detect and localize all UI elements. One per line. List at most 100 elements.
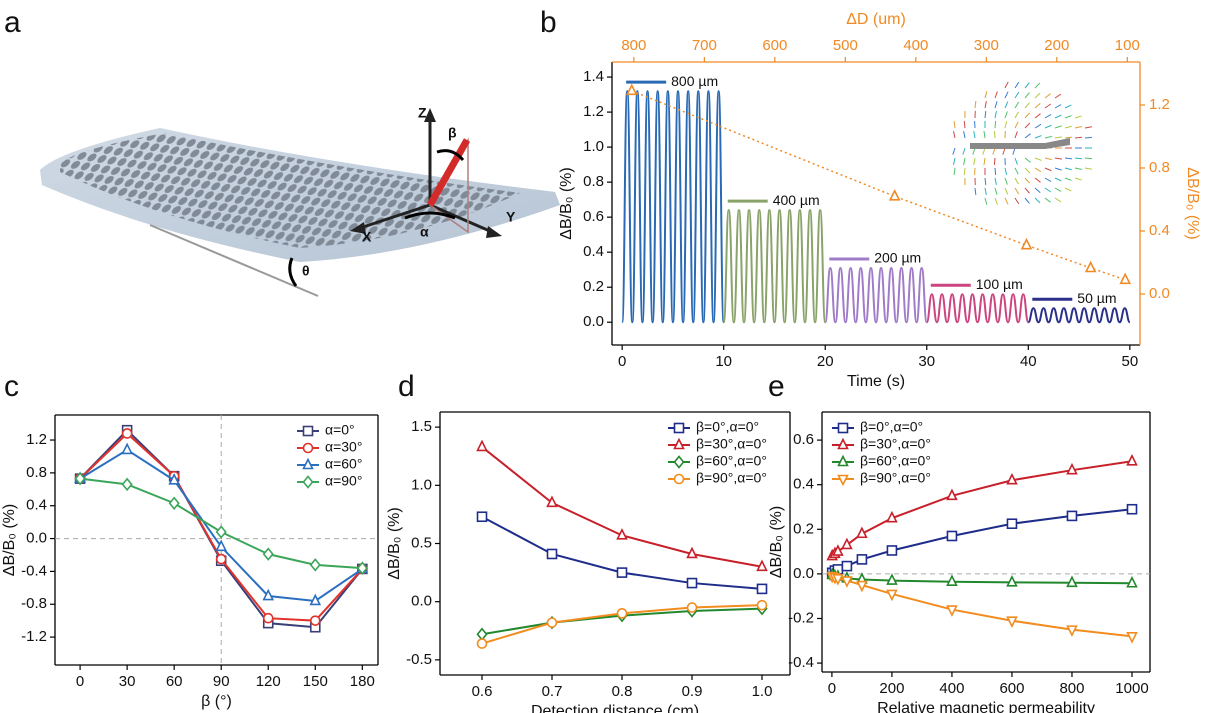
- inset-magnet: [970, 143, 1045, 149]
- illustration: Z β X α Y θ: [40, 105, 560, 297]
- marker: [356, 561, 368, 575]
- field-arrow: [1014, 157, 1018, 165]
- series-line: [831, 508, 1133, 574]
- y-tick-label: 0.0: [793, 565, 814, 582]
- marker: [309, 558, 321, 572]
- field-arrow: [1024, 92, 1030, 99]
- x2-tick-label: 300: [974, 37, 999, 54]
- field-arrow: [1034, 123, 1042, 129]
- field-arrow: [994, 167, 997, 176]
- y-tick-label: 1.4: [583, 68, 604, 85]
- marker: [832, 574, 844, 586]
- y-tick-label: 1.5: [411, 418, 432, 435]
- field-arrow: [984, 110, 987, 119]
- field-arrow: [1084, 167, 1092, 170]
- field-arrow: [1074, 177, 1082, 181]
- field-arrow: [1034, 92, 1041, 99]
- y-axis-label: ΔB/B₀ (%): [1, 504, 18, 576]
- marker: [616, 528, 628, 540]
- field-arrow: [1074, 115, 1082, 119]
- marker: [1020, 237, 1033, 250]
- x-tick-label: 30: [918, 353, 935, 370]
- hinge-line: [149, 224, 319, 297]
- angle-label: α: [420, 224, 429, 240]
- marker: [1126, 503, 1138, 515]
- y-axis-label: ΔB/B₀ (%): [768, 506, 785, 578]
- field-arrow: [1024, 112, 1031, 119]
- marker: [886, 545, 898, 556]
- marker: [215, 539, 227, 552]
- field-arrow: [1034, 177, 1041, 183]
- field-arrow: [972, 147, 976, 155]
- x-tick-label: 0: [76, 673, 84, 690]
- marker: [756, 583, 768, 595]
- x-tick-label: 90: [213, 673, 230, 690]
- field-arrow: [1064, 187, 1072, 192]
- marker: [625, 83, 638, 96]
- panel-label: c: [4, 370, 19, 403]
- arrow: [350, 222, 366, 234]
- x-tick-label: 0.6: [472, 683, 493, 700]
- arrow: [486, 226, 502, 238]
- field-arrow: [973, 157, 976, 165]
- field-arrow: [984, 187, 987, 195]
- y2-tick-label: 1.2: [1149, 96, 1170, 113]
- field-arrow: [1074, 126, 1082, 129]
- field-arrow: [1034, 197, 1041, 204]
- marker: [121, 428, 133, 439]
- particles: [60, 133, 520, 248]
- y2-tick-label: 0.8: [1149, 159, 1170, 176]
- field-arrow: [982, 147, 986, 155]
- field-arrow: [1054, 167, 1062, 171]
- marker: [1126, 575, 1138, 588]
- angle-label: θ: [302, 263, 310, 279]
- alpha-arc: [404, 211, 456, 220]
- marker: [476, 627, 488, 642]
- y-tick-label: -0.8: [21, 595, 47, 612]
- y-tick-label: 0.6: [793, 431, 814, 448]
- marker: [476, 439, 488, 452]
- marker: [1084, 260, 1097, 273]
- marker: [946, 574, 958, 586]
- field-arrow: [1014, 197, 1020, 205]
- x2-tick-label: 500: [833, 37, 858, 54]
- y-tick-label: -0.4: [21, 562, 47, 579]
- panel-label: d: [398, 370, 415, 403]
- y-tick-label: -0.4: [788, 654, 814, 671]
- field-arrow: [1024, 197, 1030, 204]
- x-tick-label: 0: [828, 680, 836, 697]
- field-arrow: [1064, 167, 1072, 171]
- field-arrow: [1084, 126, 1092, 129]
- field-arrow: [974, 187, 977, 196]
- y2-tick-label: 0.4: [1149, 222, 1170, 239]
- field-arrow: [1024, 102, 1030, 109]
- field-arrow: [1044, 177, 1052, 182]
- marker: [686, 602, 698, 613]
- field-arrow: [1014, 131, 1018, 139]
- field-arrow: [1044, 197, 1051, 203]
- field-arrow: [983, 157, 986, 165]
- x-axis-label: Time (s): [847, 373, 905, 390]
- x2-tick-label: 600: [762, 37, 787, 54]
- field-arrow: [1064, 125, 1072, 129]
- marker: [262, 612, 274, 624]
- marker: [215, 525, 227, 539]
- field-arrow: [1044, 124, 1052, 129]
- series-line: [824, 266, 928, 324]
- marker: [837, 422, 849, 434]
- field-arrow: [952, 131, 956, 139]
- field-arrow: [992, 147, 996, 155]
- field-arrow: [1074, 167, 1082, 170]
- field-arrow: [973, 131, 976, 139]
- axis-label: Z: [418, 105, 427, 121]
- x-tick-label: 400: [939, 680, 964, 697]
- marker: [886, 589, 898, 602]
- legend-label: 800 µm: [671, 73, 718, 89]
- field-arrow: [963, 167, 966, 176]
- field-arrow: [1024, 157, 1031, 163]
- panel-label: a: [4, 6, 21, 39]
- x2-axis-label: ΔD (um): [846, 11, 906, 28]
- field-arrow: [1044, 114, 1052, 119]
- marker: [856, 554, 868, 565]
- marker: [121, 477, 133, 492]
